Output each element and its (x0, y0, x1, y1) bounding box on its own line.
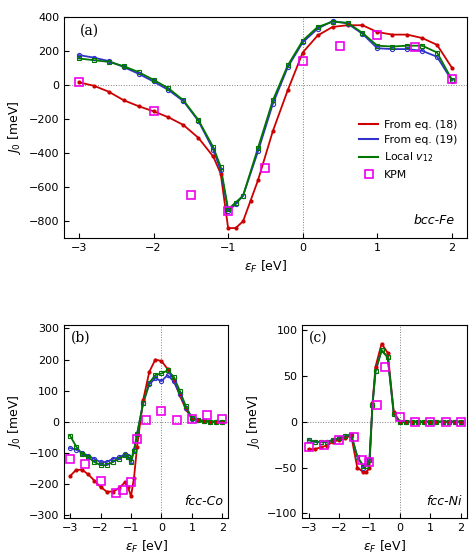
X-axis label: $\varepsilon_F$ [eV]: $\varepsilon_F$ [eV] (363, 539, 406, 555)
Text: fcc-Co: fcc-Co (184, 495, 224, 509)
Text: fcc-Ni: fcc-Ni (427, 495, 462, 509)
Text: bcc-Fe: bcc-Fe (414, 214, 455, 227)
Y-axis label: $J_0$ [meV]: $J_0$ [meV] (6, 100, 23, 155)
Y-axis label: $J_0$ [meV]: $J_0$ [meV] (6, 394, 23, 449)
Text: (b): (b) (71, 331, 90, 345)
Text: (c): (c) (309, 331, 328, 345)
X-axis label: $\varepsilon_F$ [eV]: $\varepsilon_F$ [eV] (125, 539, 168, 555)
X-axis label: $\varepsilon_F$ [eV]: $\varepsilon_F$ [eV] (244, 259, 287, 275)
Text: (a): (a) (80, 23, 99, 37)
Y-axis label: $J_0$ [meV]: $J_0$ [meV] (245, 394, 262, 449)
Legend: From eq. (18), From eq. (19), Local $v_{12}$, KPM: From eq. (18), From eq. (19), Local $v_{… (355, 115, 462, 184)
